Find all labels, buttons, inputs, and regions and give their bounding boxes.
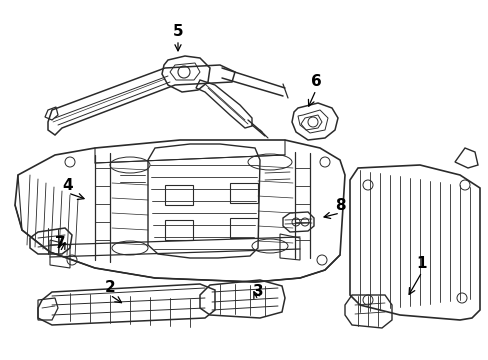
Text: 2: 2 <box>104 279 115 294</box>
Text: 1: 1 <box>416 256 427 271</box>
Text: 7: 7 <box>55 237 65 252</box>
Text: 4: 4 <box>62 177 73 193</box>
Text: 8: 8 <box>334 198 345 212</box>
Text: 5: 5 <box>172 24 183 40</box>
Text: 6: 6 <box>310 75 321 90</box>
Text: 3: 3 <box>252 284 263 300</box>
